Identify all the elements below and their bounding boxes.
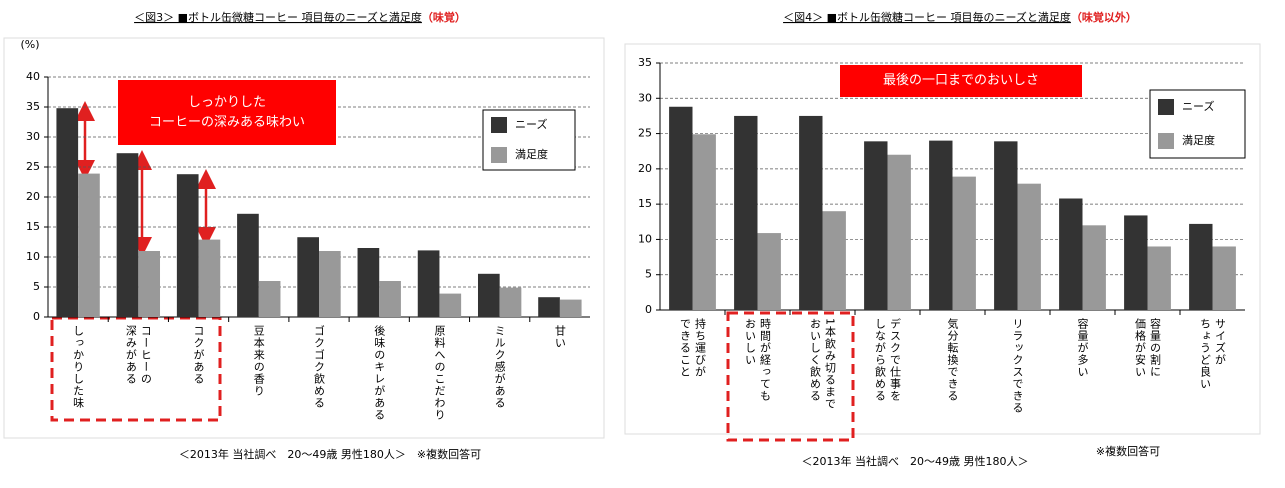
bar — [357, 248, 380, 317]
bar — [1124, 215, 1148, 310]
chart-title: ＜図3＞ ■ボトル缶微糖コーヒー 項目毎のニーズと満足度（味覚） — [134, 10, 466, 24]
bar — [864, 141, 888, 310]
bar — [198, 239, 221, 317]
bar — [319, 251, 341, 317]
y-tick-label: 25 — [638, 127, 652, 140]
bar — [116, 153, 139, 317]
highlight-box — [726, 311, 855, 442]
legend-label: ニーズ — [1182, 99, 1214, 113]
y-tick-label: 0 — [33, 310, 40, 323]
bar — [822, 211, 846, 310]
chart-title: ＜図4＞ ■ボトル缶微糖コーヒー 項目毎のニーズと満足度（味覚以外） — [783, 10, 1137, 24]
y-tick-label: 10 — [26, 250, 40, 263]
bar — [1059, 198, 1083, 310]
y-tick-label: 10 — [638, 232, 652, 245]
bar — [1189, 223, 1213, 310]
bar — [439, 293, 462, 317]
y-tick-label: 30 — [638, 91, 652, 104]
title-main: ＜図3＞ ■ボトル缶微糖コーヒー 項目毎のニーズと満足度 — [134, 10, 422, 24]
y-tick-label: 40 — [26, 70, 40, 83]
bar — [757, 233, 781, 310]
bar — [56, 108, 79, 317]
bar — [176, 174, 199, 317]
chart-frame — [624, 43, 1261, 435]
x-tick-label: 持ち運びが できること — [678, 318, 707, 378]
x-tick-label: 後味のキレがある — [372, 325, 386, 421]
y-tick-label: 35 — [638, 56, 652, 69]
x-tick-label: 容量の割に 価格が安い — [1133, 318, 1162, 378]
x-tick-label: 豆本来の香り — [252, 325, 266, 397]
x-tick-label: ミルク感がある — [493, 325, 507, 409]
bar — [138, 251, 161, 317]
chart-frame — [3, 37, 605, 439]
bar — [952, 176, 976, 310]
x-tick-label: 気分転換できる — [946, 318, 959, 402]
bar — [669, 106, 693, 310]
x-tick-label: ゴクゴク飲める — [312, 325, 326, 409]
bar — [538, 297, 560, 317]
bar — [258, 281, 281, 317]
legend-swatch — [491, 117, 507, 133]
x-tick-label: サイズが ちょうど良い — [1198, 318, 1227, 390]
bar — [78, 173, 100, 317]
highlight-box — [50, 316, 222, 422]
x-tick-label: コクがある — [192, 325, 206, 385]
x-tick-label: リラックスできる — [1011, 318, 1024, 414]
bar — [499, 287, 522, 317]
bar — [929, 140, 953, 310]
y-tick-label: 5 — [645, 268, 652, 281]
legend-label: 満足度 — [515, 147, 548, 161]
bar — [417, 250, 440, 317]
y-tick-label: 5 — [33, 280, 40, 293]
x-tick-label: 1本飲み切るまで おいしく飲める — [808, 318, 837, 410]
y-tick-label: 0 — [645, 303, 652, 316]
legend-swatch — [491, 147, 507, 163]
x-tick-label: コーヒーの 深みがある — [124, 325, 153, 385]
legend-swatch — [1158, 133, 1174, 149]
bar — [734, 115, 758, 310]
bar — [1212, 246, 1236, 310]
title-note: （味覚） — [422, 10, 466, 24]
bar — [1017, 183, 1041, 310]
bar — [799, 115, 823, 310]
bar — [237, 213, 259, 317]
y-tick-label: 30 — [26, 130, 40, 143]
y-tick-label: 15 — [638, 197, 652, 210]
y-tick-label: 20 — [638, 162, 652, 175]
legend-swatch — [1158, 99, 1174, 115]
x-tick-label: 原料へのこだわり — [432, 325, 446, 421]
y-tick-label: 15 — [26, 220, 40, 233]
bar — [559, 299, 582, 317]
bar — [477, 273, 500, 317]
x-tick-label: 容量が多い — [1076, 318, 1089, 378]
footnote-note: ※複数回答可 — [1096, 444, 1160, 458]
bar — [1147, 246, 1171, 310]
footnote: ＜2013年 当社調べ 20～49歳 男性180人＞ — [802, 454, 1029, 468]
x-tick-label: 甘い — [553, 325, 567, 349]
title-main: ＜図4＞ ■ボトル缶微糖コーヒー 項目毎のニーズと満足度 — [783, 10, 1071, 24]
x-tick-label: しっかりした味 — [71, 325, 85, 409]
bar — [1082, 225, 1106, 310]
y-tick-label: 35 — [26, 100, 40, 113]
bar — [692, 134, 716, 310]
legend-label: 満足度 — [1182, 133, 1215, 147]
x-tick-label: デスクで仕事を しながら飲める — [873, 318, 902, 402]
y-axis-label: (%) — [20, 38, 39, 51]
annotation: しっかりした コーヒーの深みある味わい — [118, 80, 336, 145]
legend-label: ニーズ — [515, 117, 547, 131]
bar — [379, 281, 401, 317]
x-tick-label: 時間が経っても おいしい — [743, 318, 772, 402]
y-tick-label: 25 — [26, 160, 40, 173]
footnote: ＜2013年 当社調べ 20～49歳 男性180人＞ ※複数回答可 — [179, 447, 481, 461]
title-note: （味覚以外） — [1071, 10, 1137, 24]
bar — [887, 154, 911, 310]
bar — [994, 141, 1018, 310]
annotation: 最後の一口までのおいしさ — [840, 65, 1082, 97]
bar — [297, 237, 319, 317]
y-tick-label: 20 — [26, 190, 40, 203]
